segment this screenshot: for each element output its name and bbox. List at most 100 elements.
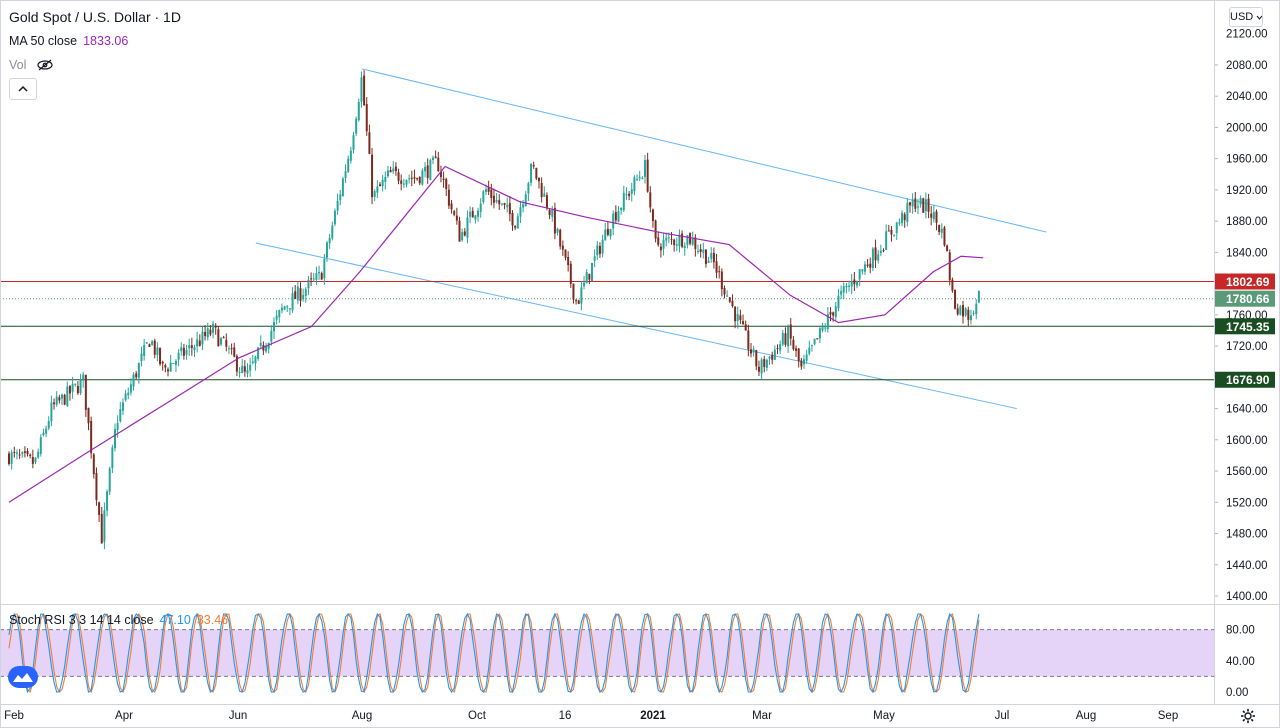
candle[interactable] — [233, 342, 236, 358]
candle[interactable] — [182, 343, 185, 360]
candle[interactable] — [349, 146, 352, 164]
candle[interactable] — [352, 132, 355, 154]
candle[interactable] — [487, 180, 490, 196]
candle[interactable] — [583, 276, 586, 290]
candle[interactable] — [702, 242, 705, 259]
candle[interactable] — [397, 168, 400, 185]
candle[interactable] — [299, 282, 302, 307]
candle[interactable] — [108, 466, 111, 496]
candle[interactable] — [500, 203, 503, 207]
candle[interactable] — [750, 343, 752, 358]
candle[interactable] — [188, 338, 191, 356]
candle[interactable] — [617, 206, 620, 223]
candle[interactable] — [808, 340, 811, 356]
candle[interactable] — [249, 358, 252, 377]
candle[interactable] — [204, 325, 207, 341]
candle[interactable] — [265, 342, 268, 354]
candle[interactable] — [601, 234, 604, 258]
candle[interactable] — [943, 225, 946, 247]
candle[interactable] — [384, 171, 387, 190]
candle[interactable] — [376, 180, 379, 198]
candle[interactable] — [514, 225, 517, 231]
candle[interactable] — [591, 262, 593, 282]
candle[interactable] — [532, 161, 535, 169]
candle[interactable] — [649, 186, 652, 213]
trend-channel-line[interactable] — [361, 68, 1047, 233]
candle[interactable] — [972, 310, 975, 316]
candle[interactable] — [916, 198, 919, 215]
candle[interactable] — [919, 195, 922, 208]
time-axis[interactable]: Feb Apr Jun Aug Oct 16 2021 Mar May Jul Aug Sep — [4, 710, 1178, 722]
candle[interactable] — [776, 344, 779, 355]
candle[interactable] — [326, 240, 328, 262]
candle[interactable] — [874, 239, 877, 269]
candle[interactable] — [392, 160, 395, 174]
candle[interactable] — [524, 191, 527, 207]
candle[interactable] — [538, 177, 540, 189]
candle[interactable] — [45, 425, 48, 438]
candle[interactable] — [755, 349, 758, 371]
candle[interactable] — [765, 358, 768, 372]
candle[interactable] — [280, 303, 283, 314]
candle[interactable] — [432, 155, 434, 165]
candle[interactable] — [572, 283, 575, 304]
candle[interactable] — [540, 177, 543, 203]
candle[interactable] — [834, 301, 837, 322]
candle[interactable] — [137, 362, 140, 384]
candle[interactable] — [8, 451, 10, 466]
candle[interactable] — [689, 232, 692, 246]
candle[interactable] — [625, 187, 628, 200]
candle[interactable] — [577, 299, 580, 305]
candle[interactable] — [328, 233, 331, 249]
price-axis[interactable]: 2080.00 2040.00 2000.00 1960.00 1920.00 1880.… — [1214, 0, 1280, 699]
candle[interactable] — [389, 166, 392, 173]
candle[interactable] — [103, 502, 106, 550]
candle[interactable] — [447, 184, 450, 210]
candle[interactable] — [402, 178, 405, 189]
candle[interactable] — [153, 338, 156, 359]
candle[interactable] — [159, 347, 162, 366]
candle[interactable] — [757, 360, 760, 376]
candle[interactable] — [479, 198, 482, 218]
candle[interactable] — [813, 338, 816, 346]
candle[interactable] — [977, 290, 980, 304]
candle[interactable] — [84, 374, 87, 417]
candle[interactable] — [553, 202, 556, 240]
candle[interactable] — [21, 451, 24, 458]
candle[interactable] — [535, 167, 538, 181]
candle[interactable] — [871, 246, 874, 271]
candle[interactable] — [556, 227, 559, 236]
candle[interactable] — [909, 201, 911, 213]
candle[interactable] — [940, 223, 943, 239]
candle[interactable] — [516, 213, 519, 229]
candle[interactable] — [781, 329, 784, 347]
candle[interactable] — [898, 218, 901, 226]
candle[interactable] — [850, 273, 853, 295]
candle[interactable] — [519, 200, 522, 224]
candle[interactable] — [779, 340, 782, 355]
candle[interactable] — [752, 345, 755, 357]
candle[interactable] — [429, 158, 432, 181]
candle[interactable] — [964, 307, 967, 318]
candle[interactable] — [82, 371, 85, 388]
candle[interactable] — [771, 351, 774, 365]
candle[interactable] — [426, 158, 429, 184]
candle[interactable] — [360, 71, 363, 108]
candle[interactable] — [373, 189, 376, 202]
candle[interactable] — [946, 244, 949, 252]
candle[interactable] — [495, 192, 498, 204]
currency-select[interactable]: USD — [1229, 7, 1263, 27]
candle[interactable] — [969, 309, 972, 325]
candle[interactable] — [180, 342, 183, 356]
candle[interactable] — [614, 205, 617, 224]
candle[interactable] — [424, 162, 427, 178]
candle[interactable] — [845, 282, 848, 294]
candle[interactable] — [938, 224, 941, 236]
candle[interactable] — [174, 359, 177, 373]
candle[interactable] — [975, 299, 978, 320]
candle[interactable] — [310, 272, 313, 287]
candle[interactable] — [490, 183, 493, 206]
candle[interactable] — [567, 251, 570, 272]
candle[interactable] — [731, 294, 734, 308]
candle[interactable] — [66, 381, 69, 408]
